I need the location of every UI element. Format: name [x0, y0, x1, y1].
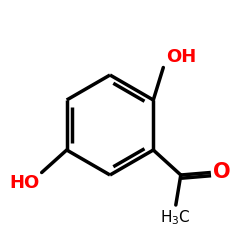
Text: OH: OH [166, 48, 196, 66]
Text: HO: HO [9, 174, 39, 192]
Text: O: O [213, 162, 231, 182]
Text: H$_3$C: H$_3$C [160, 209, 191, 228]
